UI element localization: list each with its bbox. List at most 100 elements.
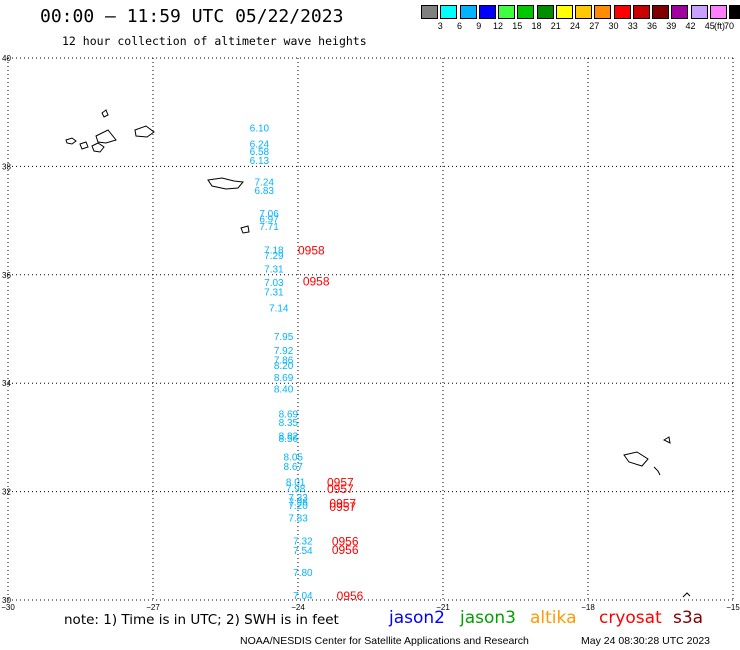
wave-height-value: 8.35 [279, 418, 299, 429]
color-scale-swatch [709, 5, 727, 19]
wave-height-value: 7.83 [288, 514, 308, 525]
island-porto-santo [662, 436, 671, 444]
lat-tick-label: 38 [2, 162, 11, 171]
wave-height-value: 7.31 [264, 264, 284, 275]
wave-height-value: 7.03 [264, 278, 284, 289]
island-terceira [134, 125, 155, 138]
lat-tick-label: 40 [2, 54, 11, 63]
color-scale-label: 18 [531, 21, 542, 31]
time-label: 0956 [332, 534, 359, 548]
lat-tick-label: 36 [2, 271, 11, 280]
wave-height-value: 8.69 [274, 373, 294, 384]
wave-height-value: 7.32 [293, 536, 313, 547]
map-title: 00:00 – 11:59 UTC 05/22/2023 [40, 6, 344, 27]
lon-tick-label: −30 [1, 603, 15, 612]
island-selvagens [682, 592, 691, 598]
wave-height-value: 7.06 [259, 209, 279, 220]
legend-jason2: jason2 [389, 608, 445, 628]
color-scale-label: 39 [666, 21, 677, 31]
color-scale-swatch [594, 5, 612, 19]
color-scale-label: 9 [476, 21, 482, 31]
wave-height-value: 8.05 [284, 452, 304, 463]
color-scale-label: 33 [627, 21, 638, 31]
wave-height-value: 8.01 [286, 477, 306, 488]
wave-height-value: 7.20 [288, 501, 308, 512]
wave-height-value: 7.31 [264, 288, 284, 299]
time-label: 0956 [332, 543, 359, 557]
color-scale-swatch [671, 5, 689, 19]
color-scale-swatch [421, 5, 438, 19]
wave-height-value: 8.40 [274, 385, 294, 396]
color-scale-swatch [575, 5, 592, 19]
color-scale-swatch [459, 5, 477, 19]
wave-height-value: 8.56 [279, 434, 299, 445]
lon-tick-label: −27 [146, 603, 160, 612]
lon-tick-label: −21 [436, 603, 450, 612]
wave-height-value: 7.33 [288, 493, 308, 504]
wave-height-value: 6.83 [255, 186, 275, 197]
time-label: 0956 [337, 589, 364, 603]
legend-altika: altika [530, 608, 577, 628]
lon-tick-label: −15 [726, 603, 740, 612]
color-scale-swatch [440, 5, 458, 19]
wave-height-value: 6.97 [259, 215, 279, 226]
legend-jason3: jason3 [460, 608, 516, 628]
wave-height-value: 8.20 [274, 361, 294, 372]
time-label: 0957 [329, 497, 356, 511]
map-subtitle: 12 hour collection of altimeter wave hei… [62, 34, 367, 48]
legend-s3a: s3a [673, 608, 704, 628]
wave-height-track: 6.10 6.246.586.13 7.246.83 7.066.977.71 7.18… [250, 123, 313, 602]
color-scale-label: 45 [704, 21, 715, 31]
island-graciosa [101, 109, 109, 118]
island-pico [95, 129, 117, 144]
time-label: 0957 [327, 482, 354, 496]
wave-height-value: 7.95 [274, 332, 294, 343]
color-scale-swatch [478, 5, 496, 19]
color-scale-label: 15 [512, 21, 523, 31]
color-scale-swatch [690, 5, 708, 19]
wave-height-value: 7.14 [269, 303, 289, 314]
color-scale-swatch [729, 5, 740, 19]
color-scale-label: 70 [723, 21, 734, 31]
color-scale-label: 12 [492, 21, 503, 31]
color-scale-label: 27 [589, 21, 600, 31]
lat-tick-label: 34 [2, 379, 11, 388]
island-faial [91, 142, 105, 153]
time-label: 0957 [327, 475, 354, 489]
color-scale-label: 36 [646, 21, 657, 31]
island-flores [65, 137, 77, 145]
color-scale-label: 21 [550, 21, 561, 31]
color-scale-label: 24 [569, 21, 580, 31]
wave-height-value: 7.86 [274, 355, 294, 366]
color-scale-swatch [498, 5, 515, 19]
wave-height-value: 7.92 [274, 346, 294, 357]
color-scale-label: 30 [608, 21, 619, 31]
wave-height-value: 6.13 [250, 156, 270, 167]
axis-tick-labels: 30 32 34 36 38 40 −30 −27 −24 −21 −18 −15 [1, 54, 740, 612]
color-scale-label: 6 [456, 21, 462, 31]
color-scale-swatch [632, 5, 650, 19]
wave-height-value: 8.82 [279, 431, 299, 442]
time-label: 0958 [298, 243, 325, 257]
wave-height-value: 7.71 [259, 222, 279, 233]
lon-tick-label: −18 [581, 603, 595, 612]
island-sao-miguel [207, 177, 244, 190]
wave-height-value: 7.96 [288, 497, 308, 508]
time-label: 0958 [303, 274, 330, 288]
wave-height-value: 6.24 [250, 140, 270, 151]
wave-height-value: 7.54 [293, 546, 313, 557]
island-santa-maria [240, 225, 250, 234]
wave-height-value: 7.24 [255, 178, 275, 189]
island-desertas [653, 466, 661, 476]
island-corvo [79, 141, 89, 150]
color-scale-swatch [652, 5, 669, 19]
lat-lon-grid [7, 57, 734, 601]
lat-tick-label: 30 [2, 596, 11, 605]
wave-height-value: 6.58 [250, 147, 270, 158]
wave-height-value: 8.67 [284, 462, 304, 473]
color-scale-label: 3 [437, 21, 443, 31]
island-madeira [623, 451, 649, 467]
color-scale-swatch [517, 5, 535, 19]
